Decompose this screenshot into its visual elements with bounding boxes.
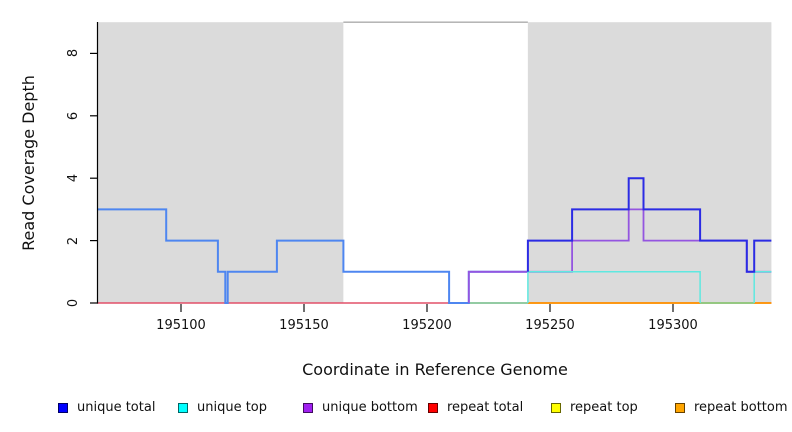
legend-item-unique-top: unique top bbox=[178, 400, 267, 415]
y-tick-label: 0 bbox=[66, 298, 81, 308]
legend-item-repeat-bottom: repeat bottom bbox=[675, 400, 788, 415]
legend-swatch-icon bbox=[178, 402, 188, 413]
legend-item-unique-bottom: unique bottom bbox=[303, 400, 418, 415]
y-tick-label: 8 bbox=[66, 49, 81, 58]
legend-swatch-icon bbox=[303, 402, 313, 413]
legend-swatch-icon bbox=[428, 402, 438, 413]
x-tick-label: 195200 bbox=[402, 318, 452, 333]
x-axis-title: Coordinate in Reference Genome bbox=[302, 360, 568, 379]
x-tick-label: 195150 bbox=[279, 318, 329, 333]
y-axis-title: Read Coverage Depth bbox=[19, 75, 38, 251]
legend-swatch-icon bbox=[58, 402, 68, 413]
right-gray-region bbox=[527, 22, 772, 303]
legend-item-repeat-total: repeat total bbox=[428, 400, 523, 415]
legend-label: repeat bottom bbox=[694, 400, 788, 415]
series-unique-total-right- bbox=[526, 177, 772, 273]
legend-item-unique-total: unique total bbox=[58, 400, 155, 415]
x-tick-label: 195250 bbox=[525, 318, 575, 333]
y-tick-label: 4 bbox=[66, 174, 81, 183]
legend-label: unique bottom bbox=[322, 400, 418, 415]
legend-label: repeat top bbox=[570, 400, 638, 415]
y-tick-label: 6 bbox=[66, 111, 81, 120]
x-tick-label: 195300 bbox=[648, 318, 698, 333]
x-tick-label: 195100 bbox=[156, 318, 206, 333]
legend-label: repeat total bbox=[447, 400, 524, 415]
legend-swatch-icon bbox=[675, 402, 685, 413]
legend-item-repeat-top: repeat top bbox=[551, 400, 638, 415]
legend-label: unique top bbox=[197, 400, 268, 415]
left-gray-region bbox=[97, 22, 344, 303]
series-unique-total-left-middle-overlapped-by-unique-top- bbox=[97, 208, 528, 304]
series-unique-top bbox=[527, 271, 701, 303]
legend-swatch-icon bbox=[551, 402, 561, 413]
y-tick-label: 2 bbox=[66, 236, 81, 245]
legend-label: unique total bbox=[77, 400, 156, 415]
